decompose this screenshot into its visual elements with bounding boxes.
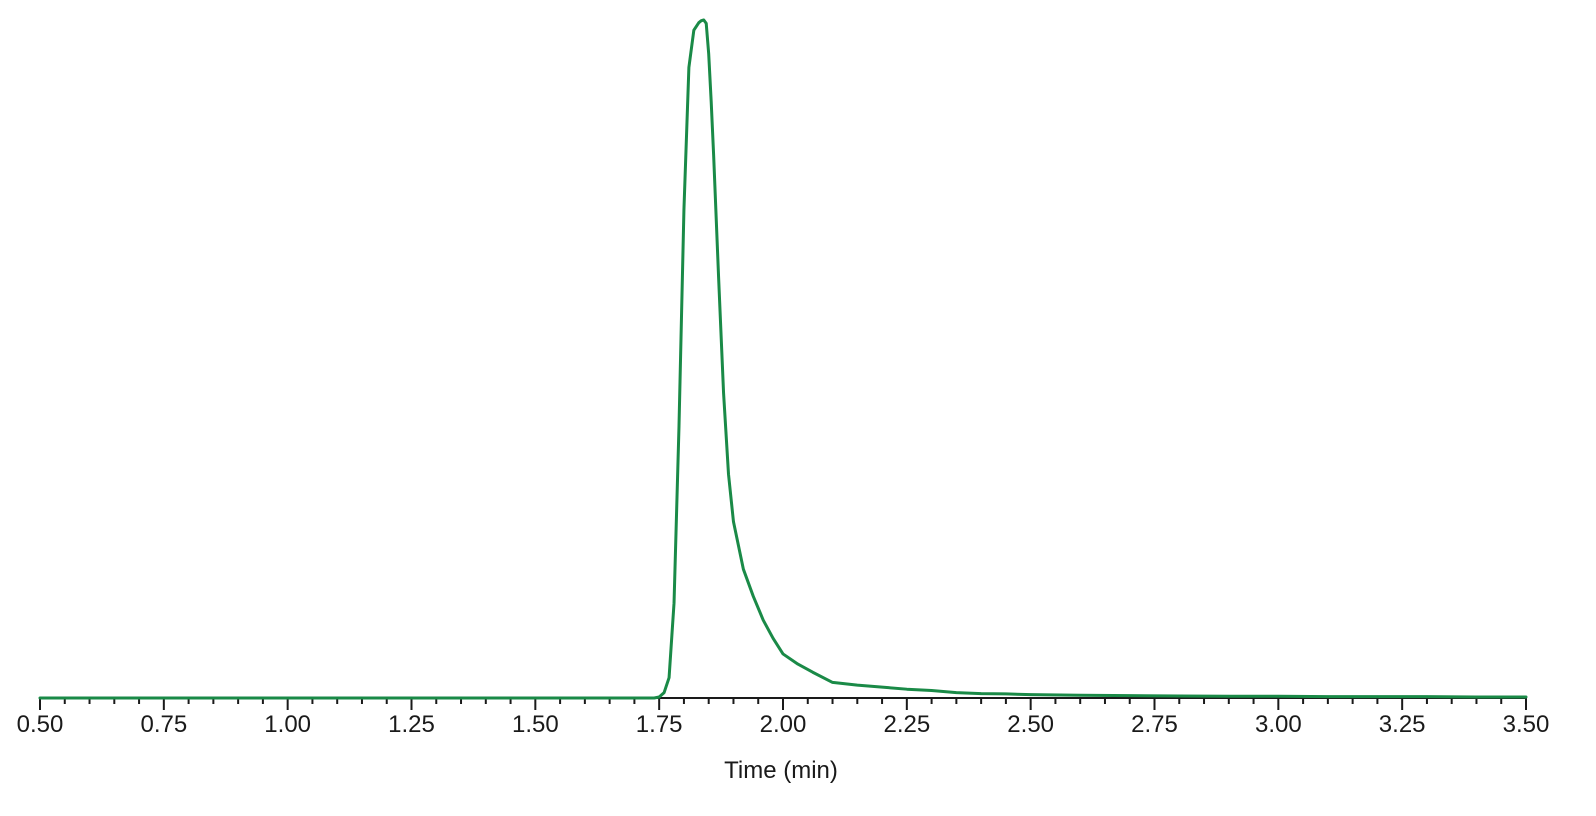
x-tick-label: 3.25 bbox=[1379, 711, 1426, 738]
x-axis-ticks: 0.50 0.75 1.00 1.25 1.50 1.75 2.00 2.25 2.50 2.75… bbox=[17, 698, 1550, 738]
x-tick-label: 0.75 bbox=[140, 711, 187, 738]
x-tick-label: 2.75 bbox=[1131, 711, 1178, 738]
x-tick-label: 1.00 bbox=[264, 711, 311, 738]
x-tick-label: 1.25 bbox=[388, 711, 435, 738]
x-tick-label: 3.50 bbox=[1503, 711, 1550, 738]
x-axis: 0.50 0.75 1.00 1.25 1.50 1.75 2.00 2.25 2.50 2.75… bbox=[17, 697, 1550, 738]
x-tick-label: 0.50 bbox=[17, 711, 64, 738]
x-tick-label: 2.00 bbox=[760, 711, 807, 738]
x-tick-label: 1.50 bbox=[512, 711, 559, 738]
x-tick-label: 2.25 bbox=[883, 711, 930, 738]
x-tick-label: 3.00 bbox=[1255, 711, 1302, 738]
x-tick-label: 2.50 bbox=[1007, 711, 1054, 738]
x-tick-label: 1.75 bbox=[636, 711, 683, 738]
series-line bbox=[38, 18, 1528, 700]
x-axis-title: Time (min) bbox=[724, 757, 838, 784]
